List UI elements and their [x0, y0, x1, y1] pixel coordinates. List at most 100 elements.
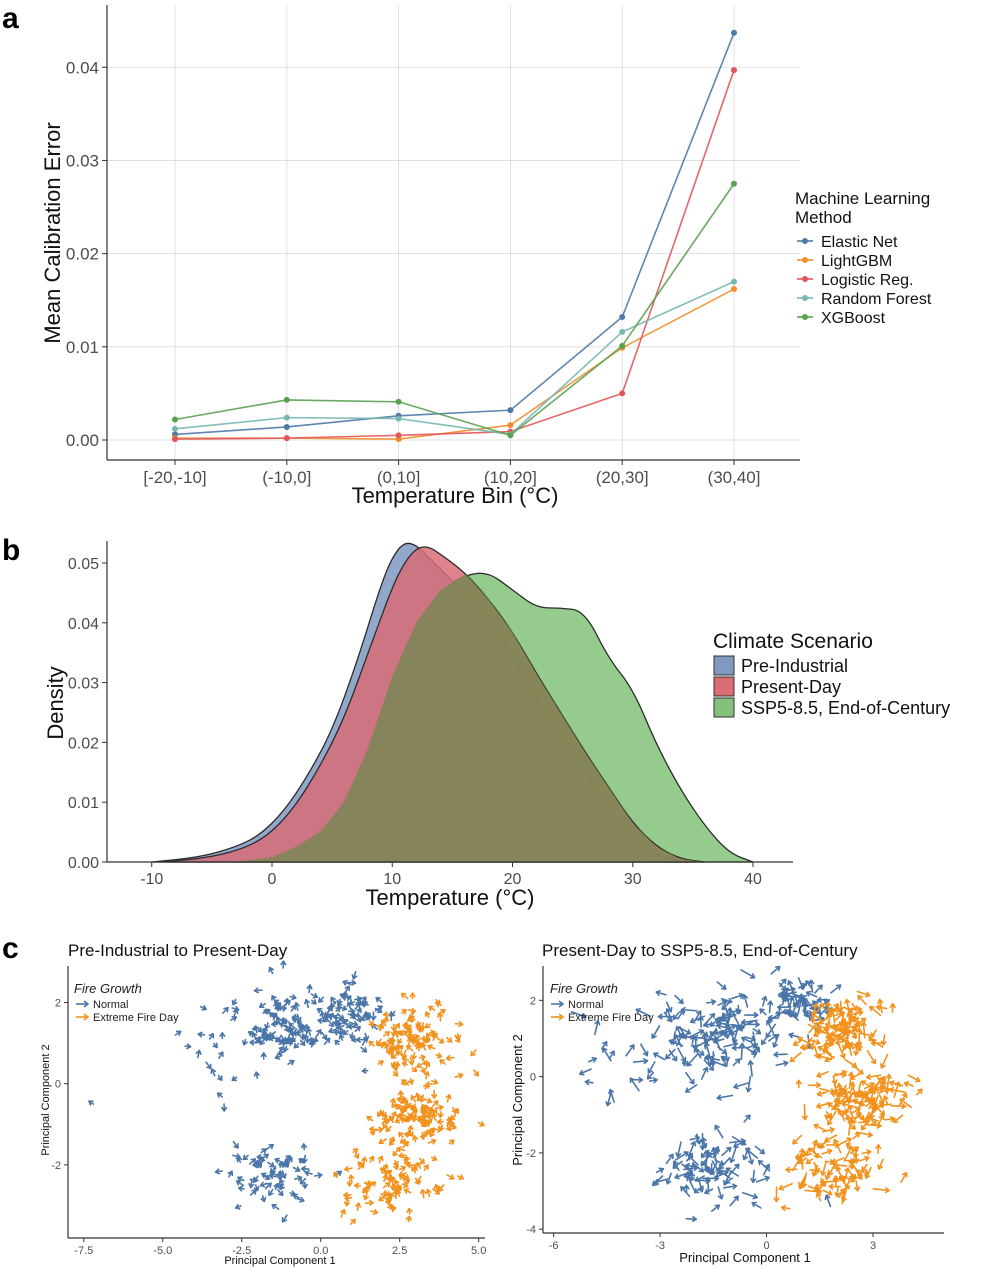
legend-entry-label: Random Forest	[821, 291, 932, 308]
data-point-elastic-net	[619, 314, 626, 320]
panel-c-left-y-label: Principal Component 2	[40, 1044, 52, 1155]
extreme-fire-day-arrow	[828, 1163, 836, 1176]
extreme-fire-day-arrow-head	[370, 1181, 377, 1187]
legend-swatch	[713, 655, 735, 676]
extreme-fire-day-arrow-head	[835, 1007, 842, 1014]
extreme-fire-day-arrow-head	[846, 1137, 852, 1143]
panel-c-right-x-tick-label: 3	[870, 1240, 876, 1252]
extreme-fire-day-arrow	[878, 1093, 884, 1105]
normal-arrow-head	[197, 1031, 203, 1038]
extreme-fire-day-arrow-head	[378, 1195, 385, 1202]
extreme-fire-day-arrow-head	[405, 1215, 412, 1221]
extreme-fire-day-arrow-head	[901, 1092, 908, 1099]
normal-arrow	[781, 989, 786, 1006]
extreme-fire-day-arrow-head	[353, 1153, 360, 1159]
data-point-lightgbm	[731, 286, 737, 293]
extreme-fire-day-arrow-head	[836, 1082, 843, 1089]
normal-arrow-head	[704, 1176, 711, 1182]
extreme-fire-day-arrow-head	[899, 1098, 906, 1104]
normal-arrow-head	[751, 1043, 757, 1049]
extreme-fire-day-arrow-head	[807, 1147, 814, 1154]
normal-arrow-head	[685, 1029, 692, 1035]
extreme-fire-day-arrow-head	[853, 1050, 860, 1056]
normal-arrow-head	[651, 1033, 657, 1039]
panel-a-x-tick-label: (0,10]	[377, 468, 420, 487]
normal-arrow-head	[351, 974, 358, 980]
extreme-fire-day-arrow-head	[420, 1042, 427, 1049]
extreme-fire-day-arrow-head	[394, 1061, 401, 1067]
extreme-fire-day-arrow-head	[419, 1189, 426, 1195]
extreme-fire-day-arrow-head	[876, 1122, 882, 1129]
extreme-fire-day-arrow	[866, 1049, 876, 1065]
normal-arrow	[655, 991, 667, 996]
extreme-fire-day-arrow-head	[382, 1011, 388, 1018]
normal-arrow	[705, 1000, 717, 1004]
normal-arrow-head	[835, 984, 842, 990]
normal-arrow-head	[254, 1037, 261, 1044]
normal-arrow	[741, 1191, 758, 1199]
legend-entry-label: SSP5-8.5, End-of-Century	[741, 698, 950, 718]
normal-arrow-head	[328, 1021, 334, 1028]
normal-arrow-head	[703, 1021, 710, 1028]
extreme-fire-day-arrow-head	[798, 1181, 804, 1188]
extreme-fire-day-arrow	[878, 1103, 892, 1107]
legend-key-point	[802, 257, 808, 263]
normal-arrow-head	[235, 1180, 242, 1186]
normal-arrow	[694, 1038, 697, 1050]
normal-arrow-head	[299, 1196, 305, 1203]
normal-arrow-head	[231, 1016, 238, 1022]
extreme-fire-day-arrow-head	[363, 1194, 369, 1201]
extreme-fire-day-arrow-head	[391, 1205, 397, 1212]
extreme-fire-day-arrow	[838, 1082, 842, 1096]
normal-arrow-head	[658, 1167, 665, 1174]
normal-arrow	[752, 1169, 755, 1183]
extreme-fire-day-arrow-head	[397, 1104, 403, 1110]
normal-arrow-head	[781, 996, 787, 1003]
normal-arrow-head	[695, 1139, 702, 1145]
normal-arrow	[665, 1048, 676, 1060]
normal-arrow-head	[808, 979, 815, 985]
extreme-fire-day-arrow-head	[835, 1039, 841, 1046]
extreme-fire-day-arrow-head	[386, 1169, 393, 1176]
normal-arrow-head	[201, 1004, 207, 1011]
normal-arrow	[778, 982, 787, 991]
normal-arrow-head	[815, 1008, 821, 1015]
normal-arrow-head	[653, 1052, 659, 1058]
extreme-fire-day-arrow-head	[903, 1081, 910, 1088]
normal-arrow-head	[263, 1153, 269, 1159]
extreme-fire-day-arrow-head	[813, 1123, 820, 1130]
extreme-fire-day-arrow-head	[392, 1150, 399, 1157]
normal-arrow-head	[260, 1196, 267, 1203]
normal-arrow	[716, 981, 727, 990]
extreme-fire-day-arrow-head	[829, 1126, 835, 1133]
normal-arrow-head	[751, 1049, 757, 1055]
normal-arrow-head	[370, 1015, 377, 1021]
normal-arrow-head	[252, 1025, 258, 1032]
extreme-fire-day-arrow	[834, 1103, 842, 1116]
extreme-fire-day-arrow-head	[832, 1161, 838, 1168]
normal-arrow	[766, 1020, 775, 1034]
extreme-fire-day-arrow-head	[451, 1123, 457, 1130]
extreme-fire-day-arrow	[826, 1025, 830, 1041]
extreme-fire-day-arrow-head	[837, 1006, 845, 1012]
normal-arrow	[666, 1008, 673, 1022]
extreme-fire-day-arrow-head	[863, 1169, 870, 1176]
normal-arrow	[651, 1175, 664, 1187]
normal-arrow-head	[355, 999, 362, 1006]
extreme-fire-day-arrow	[846, 1036, 851, 1051]
normal-arrow-head	[698, 1166, 705, 1173]
extreme-fire-day-arrow	[889, 1088, 906, 1094]
normal-arrow-head	[186, 1043, 192, 1050]
extreme-fire-day-arrow-head	[785, 1166, 791, 1173]
normal-arrow-head	[724, 1021, 731, 1028]
panel-c-right-vector-plot: Present-Day to SSP5-8.5, End-of-Century …	[510, 941, 944, 1265]
extreme-fire-day-arrow-head	[829, 1159, 835, 1166]
extreme-fire-day-arrow-head	[418, 1025, 425, 1031]
extreme-fire-day-arrow-head	[398, 1152, 404, 1159]
normal-arrow-head	[275, 1004, 282, 1011]
extreme-fire-day-arrow-head	[428, 1108, 434, 1114]
panel-a-y-tick-label: 0.00	[66, 431, 99, 450]
data-point-xgboost	[395, 398, 402, 405]
normal-arrow-head	[341, 1005, 348, 1012]
